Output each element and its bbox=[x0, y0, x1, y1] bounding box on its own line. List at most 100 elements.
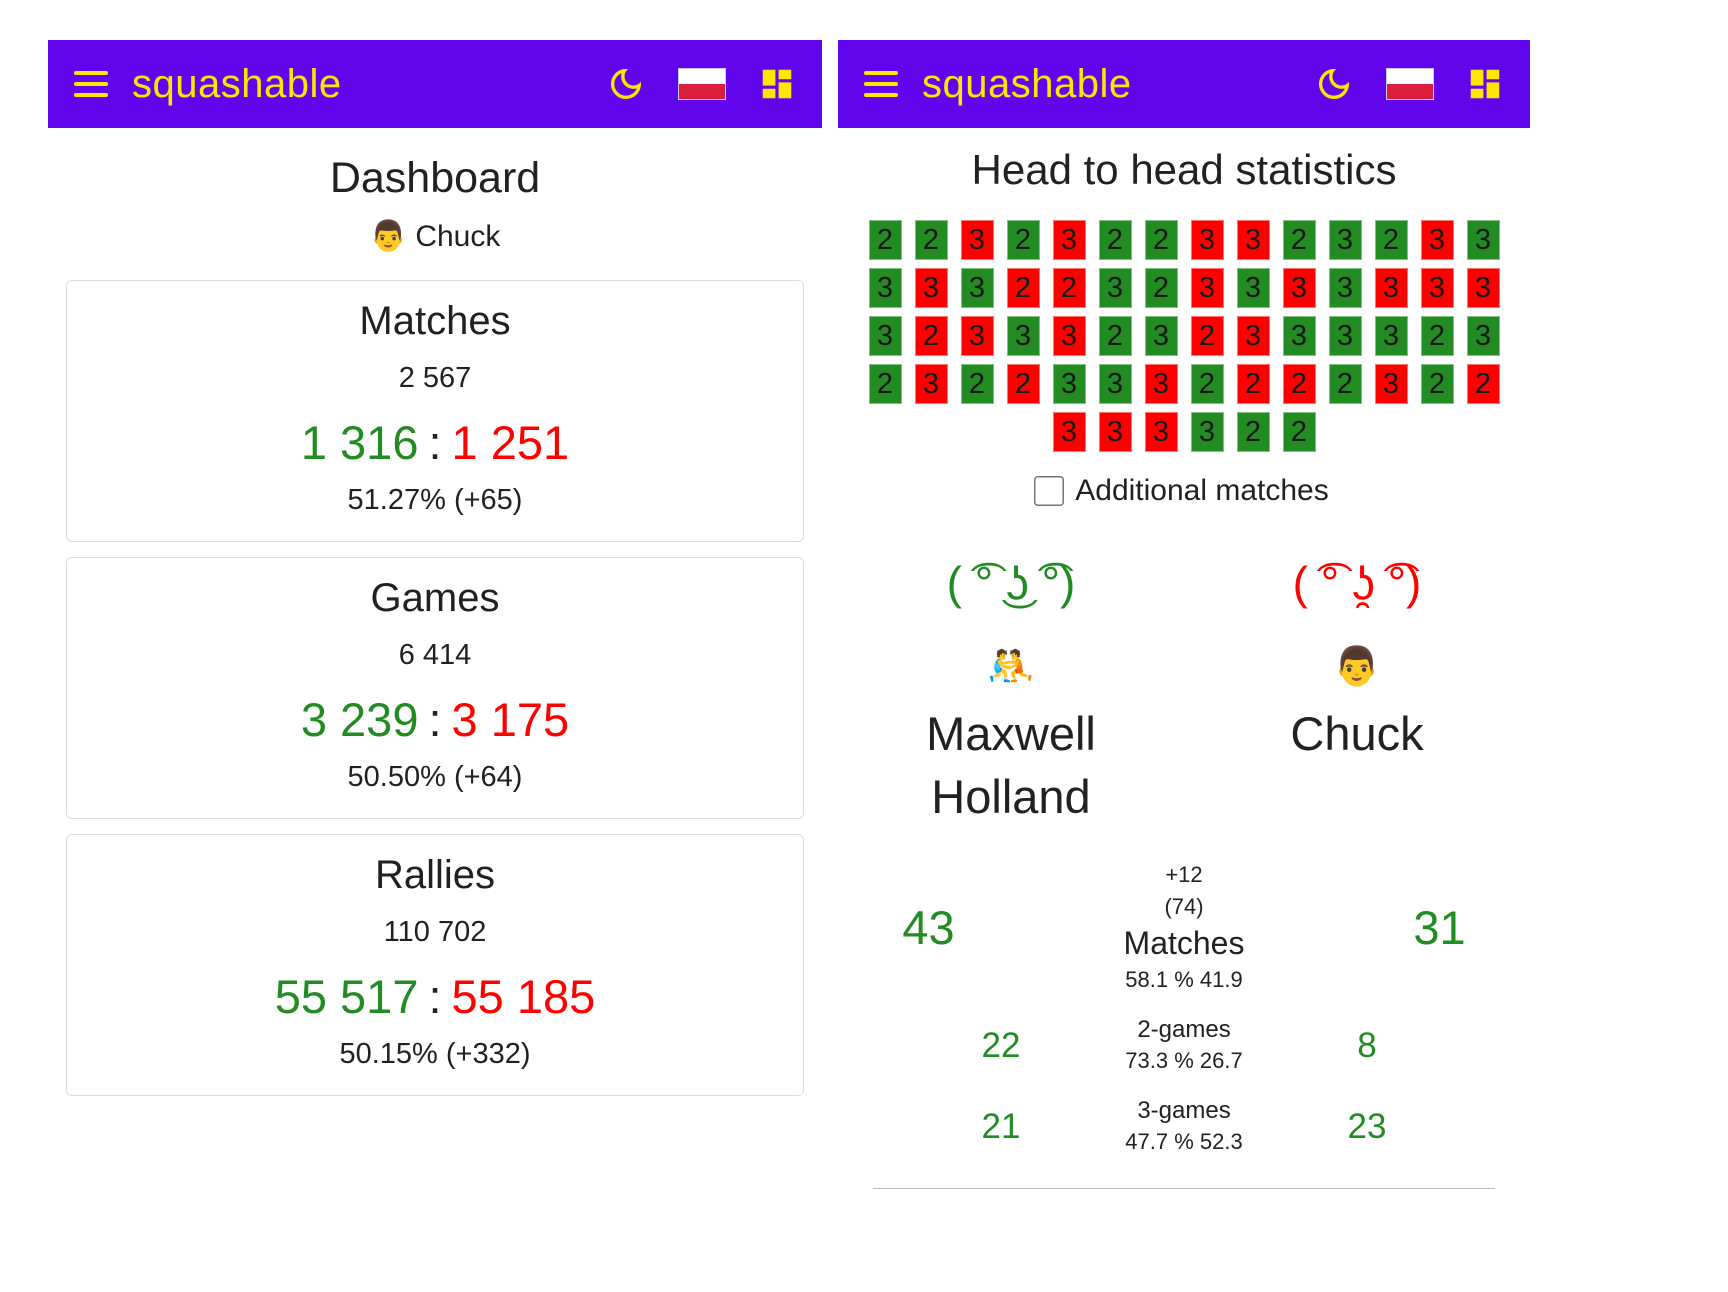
additional-matches-checkbox[interactable] bbox=[1034, 476, 1065, 506]
stat-percentages: 73.3 % 26.7 bbox=[1125, 1048, 1243, 1074]
card-summary: 50.15% (+332) bbox=[339, 1038, 531, 1070]
match-result-square: 3 bbox=[1236, 220, 1270, 260]
app-title: squashable bbox=[132, 61, 342, 106]
two-games-center: 2-games 73.3 % 26.7 bbox=[1079, 1014, 1289, 1077]
left-three-games: 21 bbox=[981, 1106, 1021, 1146]
match-result-square: 2 bbox=[1098, 316, 1132, 356]
match-result-square: 3 bbox=[1190, 412, 1224, 452]
won-count: 3 239 bbox=[300, 693, 419, 746]
match-result-square: 3 bbox=[1052, 364, 1086, 404]
match-result-square: 2 bbox=[1420, 364, 1454, 404]
players-comparison: ( ͡° ͜ʖ ͡°) 🤼 Maxwell Holland ( ͡° ʖ̯ ͡°… bbox=[838, 560, 1530, 829]
match-result-square: 2 bbox=[1466, 364, 1500, 404]
match-result-square: 3 bbox=[1190, 268, 1224, 308]
match-result-square: 2 bbox=[1144, 268, 1178, 308]
match-result-square: 2 bbox=[1006, 364, 1040, 404]
player-right-column: ( ͡° ʖ̯ ͡°) 👨 Chuck bbox=[1184, 560, 1530, 829]
menu-icon[interactable] bbox=[864, 71, 898, 97]
match-result-square: 3 bbox=[1098, 364, 1132, 404]
match-result-square: 2 bbox=[1328, 364, 1362, 404]
score-separator: : bbox=[428, 416, 442, 469]
match-result-square: 2 bbox=[1236, 412, 1270, 452]
player-emoji-icon: 👨 bbox=[369, 220, 407, 253]
match-result-square: 2 bbox=[868, 364, 902, 404]
score-separator: : bbox=[428, 970, 442, 1023]
lost-count: 1 251 bbox=[451, 416, 570, 469]
left-two-games: 22 bbox=[981, 1025, 1021, 1065]
card-score: 1 316:1 251 bbox=[67, 415, 803, 470]
polish-flag-icon[interactable] bbox=[678, 68, 726, 100]
match-result-square: 3 bbox=[1144, 316, 1178, 356]
page-title: Dashboard bbox=[329, 154, 541, 202]
match-result-square: 3 bbox=[1236, 268, 1270, 308]
dark-mode-moon-icon[interactable] bbox=[1314, 64, 1354, 104]
match-result-square: 3 bbox=[1006, 316, 1040, 356]
card-total: 2 567 bbox=[398, 362, 472, 394]
match-result-square: 3 bbox=[914, 364, 948, 404]
dark-mode-moon-icon[interactable] bbox=[606, 64, 646, 104]
card-score: 55 517:55 185 bbox=[67, 969, 803, 1024]
match-result-square: 2 bbox=[1190, 316, 1224, 356]
score-separator: : bbox=[428, 693, 442, 746]
card-total: 110 702 bbox=[383, 916, 487, 948]
card-score: 3 239:3 175 bbox=[67, 692, 803, 747]
player-left-column: ( ͡° ͜ʖ ͡°) 🤼 Maxwell Holland bbox=[838, 560, 1184, 829]
polish-flag-icon[interactable] bbox=[1386, 68, 1434, 100]
card-title: Games bbox=[370, 576, 500, 620]
rallies-card: Rallies 110 702 55 517:55 185 50.15% (+3… bbox=[66, 834, 804, 1096]
app-header: squashable bbox=[48, 40, 822, 128]
app-header: squashable bbox=[838, 40, 1530, 128]
match-result-square: 3 bbox=[960, 220, 994, 260]
match-result-square: 2 bbox=[868, 220, 902, 260]
winner-face-art: ( ͡° ͜ʖ ͡°) bbox=[946, 557, 1076, 609]
match-result-square: 2 bbox=[960, 364, 994, 404]
matches-stat-center: +12 (74) Matches 58.1 % 41.9 bbox=[1019, 859, 1349, 996]
wrestlers-emoji-icon: 🤼 bbox=[987, 646, 1035, 688]
player-name: Chuck bbox=[415, 220, 501, 253]
loser-face-art: ( ͡° ʖ̯ ͡°) bbox=[1292, 557, 1422, 609]
games-card: Games 6 414 3 239:3 175 50.50% (+64) bbox=[66, 557, 804, 819]
right-three-games: 23 bbox=[1347, 1106, 1387, 1146]
three-games-stat-row: 21 3-games 47.7 % 52.3 23 bbox=[838, 1095, 1530, 1158]
match-result-square: 3 bbox=[1328, 268, 1362, 308]
match-result-square: 3 bbox=[1374, 316, 1408, 356]
page-title: Head to head statistics bbox=[971, 146, 1397, 193]
card-summary: 51.27% (+65) bbox=[347, 484, 523, 516]
dashboard-grid-icon[interactable] bbox=[1466, 65, 1504, 103]
stat-label: 2-games bbox=[1137, 1016, 1231, 1044]
bottom-divider bbox=[872, 1188, 1496, 1190]
additional-matches-label[interactable]: Additional matches bbox=[1075, 474, 1329, 507]
dashboard-grid-icon[interactable] bbox=[758, 65, 796, 103]
card-total: 6 414 bbox=[398, 639, 472, 671]
match-result-square: 2 bbox=[1282, 412, 1316, 452]
card-summary: 50.50% (+64) bbox=[347, 761, 523, 793]
match-result-square: 2 bbox=[914, 220, 948, 260]
match-result-square: 2 bbox=[1236, 364, 1270, 404]
won-count: 55 517 bbox=[274, 970, 419, 1023]
match-result-square: 3 bbox=[960, 316, 994, 356]
match-result-square: 3 bbox=[960, 268, 994, 308]
match-result-square: 3 bbox=[1144, 412, 1178, 452]
left-matches-won: 43 bbox=[902, 901, 955, 954]
matches-card: Matches 2 567 1 316:1 251 51.27% (+65) bbox=[66, 280, 804, 542]
match-result-square: 3 bbox=[1466, 220, 1500, 260]
match-result-square: 2 bbox=[914, 316, 948, 356]
lost-count: 3 175 bbox=[451, 693, 570, 746]
man-emoji-icon: 👨 bbox=[1333, 646, 1381, 688]
card-title: Rallies bbox=[374, 853, 496, 897]
match-result-square: 2 bbox=[1190, 364, 1224, 404]
additional-matches-row: Additional matches bbox=[838, 474, 1530, 508]
stat-percentages: 47.7 % 52.3 bbox=[1125, 1129, 1243, 1155]
match-result-square: 3 bbox=[1052, 220, 1086, 260]
menu-icon[interactable] bbox=[74, 71, 108, 97]
matches-stat-row: 43 +12 (74) Matches 58.1 % 41.9 31 bbox=[838, 859, 1530, 996]
match-result-square: 3 bbox=[1328, 316, 1362, 356]
three-games-center: 3-games 47.7 % 52.3 bbox=[1079, 1095, 1289, 1158]
right-matches-won: 31 bbox=[1413, 901, 1466, 954]
lost-count: 55 185 bbox=[451, 970, 596, 1023]
stat-percentages: 58.1 % 41.9 bbox=[1125, 967, 1243, 993]
match-result-square: 3 bbox=[1282, 268, 1316, 308]
match-result-square: 2 bbox=[1006, 268, 1040, 308]
match-result-square: 3 bbox=[914, 268, 948, 308]
